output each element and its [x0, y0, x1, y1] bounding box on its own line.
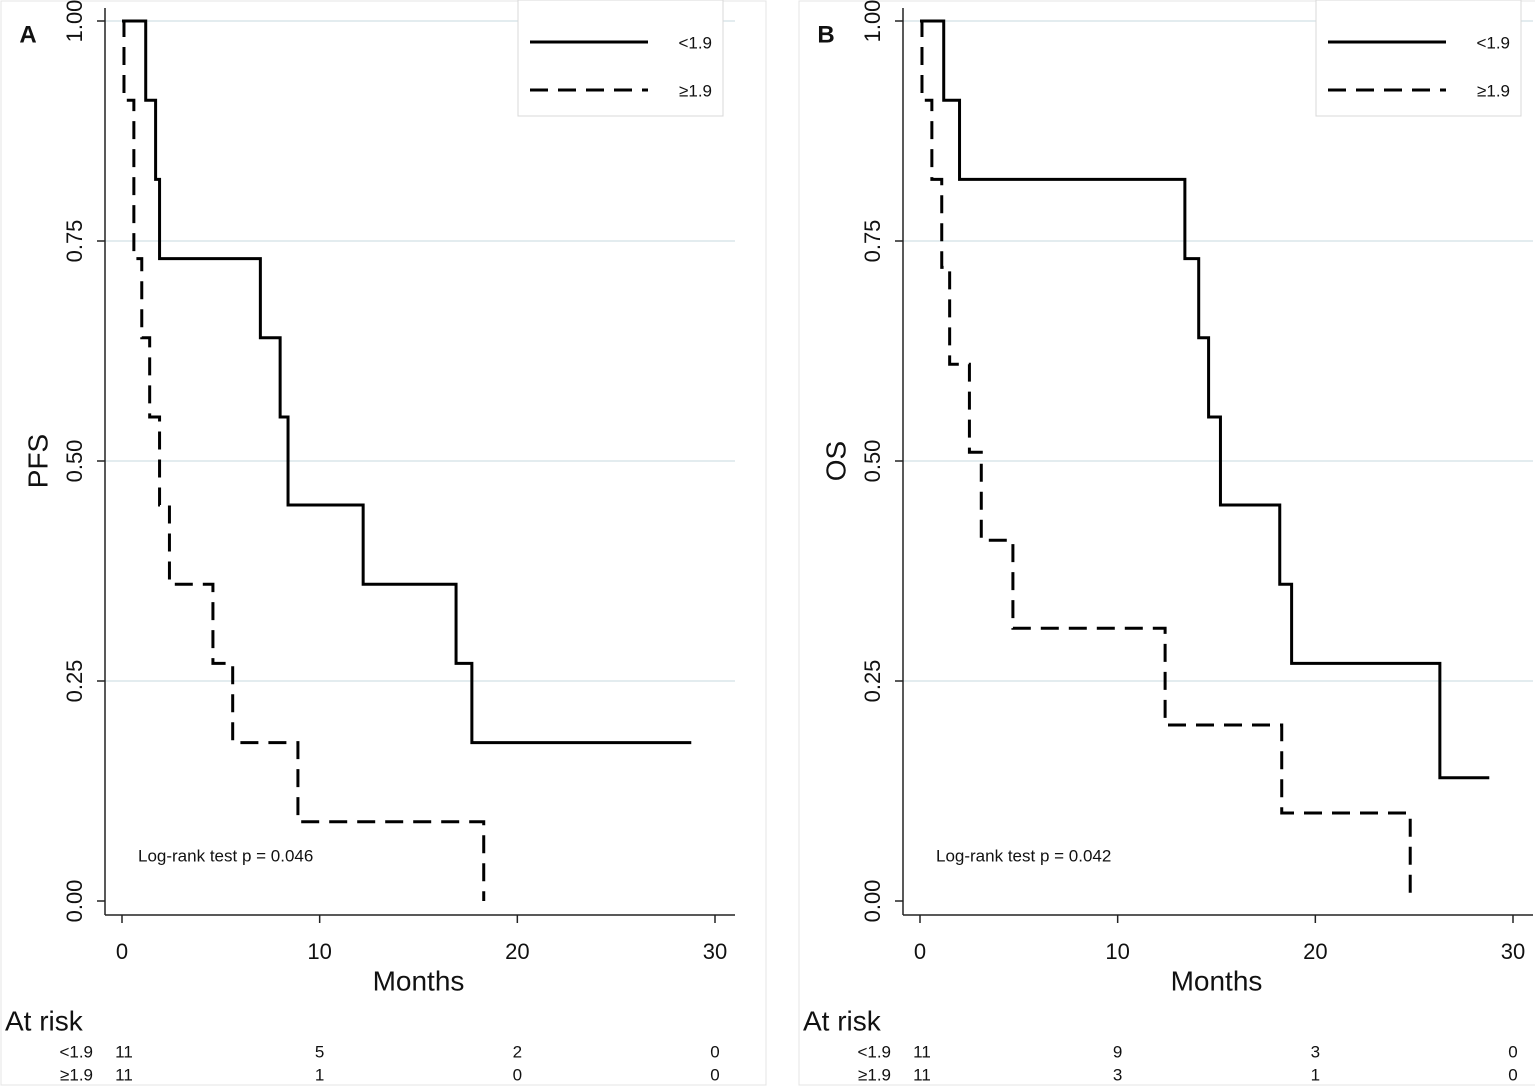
at-risk-count: 11	[913, 1065, 931, 1084]
at-risk-count: 3	[1311, 1042, 1320, 1061]
x-tick-label: 20	[505, 939, 529, 964]
y-tick-label: 0.00	[62, 880, 87, 923]
x-tick-label: 30	[1501, 939, 1525, 964]
y-tick-label: 0.25	[62, 660, 87, 703]
x-tick-label: 0	[914, 939, 926, 964]
x-tick-label: 10	[307, 939, 331, 964]
at-risk-count: 0	[513, 1065, 522, 1084]
x-tick-label: 0	[116, 939, 128, 964]
x-tick-label: 10	[1105, 939, 1129, 964]
y-tick-label: 0.00	[860, 880, 885, 923]
at-risk-count: 1	[315, 1065, 324, 1084]
panel-label: B	[817, 21, 834, 48]
at-risk-group: ≥1.9	[60, 1065, 93, 1084]
x-tick-label: 30	[703, 939, 727, 964]
survival-curve	[920, 19, 1412, 901]
y-tick-label: 0.75	[860, 220, 885, 263]
at-risk-count: 5	[315, 1042, 324, 1061]
y-tick-label: 0.50	[62, 440, 87, 483]
at-risk-count: 2	[513, 1042, 522, 1061]
y-axis-label: PFS	[22, 434, 53, 488]
legend-label: <1.9	[1476, 33, 1510, 52]
legend-label: ≥1.9	[679, 81, 712, 100]
at-risk-title: At risk	[5, 1005, 84, 1036]
at-risk-count: 11	[913, 1042, 931, 1061]
at-risk-count: 0	[710, 1042, 719, 1061]
legend-label: ≥1.9	[1477, 81, 1510, 100]
at-risk-group: <1.9	[59, 1042, 93, 1061]
at-risk-count: 9	[1113, 1042, 1122, 1061]
y-tick-label: 1.00	[62, 0, 87, 42]
y-axis-label: OS	[820, 441, 851, 481]
annotation: Log-rank test p = 0.046	[138, 846, 313, 865]
panel-frame	[798, 0, 1535, 1086]
survival-curve	[122, 19, 486, 901]
at-risk-title: At risk	[803, 1005, 882, 1036]
at-risk-count: 3	[1113, 1065, 1122, 1084]
y-tick-label: 0.25	[860, 660, 885, 703]
at-risk-group: <1.9	[857, 1042, 891, 1061]
annotation: Log-rank test p = 0.042	[936, 846, 1111, 865]
legend-label: <1.9	[678, 33, 712, 52]
x-axis-label: Months	[1171, 965, 1263, 996]
at-risk-count: 11	[115, 1042, 133, 1061]
at-risk-group: ≥1.9	[858, 1065, 891, 1084]
legend-box	[1315, 0, 1522, 117]
panel-frame	[0, 0, 767, 1086]
x-axis-label: Months	[373, 965, 465, 996]
x-tick-label: 20	[1303, 939, 1327, 964]
at-risk-count: 0	[1508, 1042, 1517, 1061]
at-risk-count: 0	[710, 1065, 719, 1084]
y-tick-label: 0.50	[860, 440, 885, 483]
at-risk-count: 0	[1508, 1065, 1517, 1084]
survival-curve	[920, 19, 1490, 780]
y-tick-label: 0.75	[62, 220, 87, 263]
panel-label: A	[19, 21, 36, 48]
legend-box	[517, 0, 724, 117]
y-tick-label: 1.00	[860, 0, 885, 42]
at-risk-count: 11	[115, 1065, 133, 1084]
survival-curve	[122, 19, 692, 745]
at-risk-count: 1	[1311, 1065, 1320, 1084]
